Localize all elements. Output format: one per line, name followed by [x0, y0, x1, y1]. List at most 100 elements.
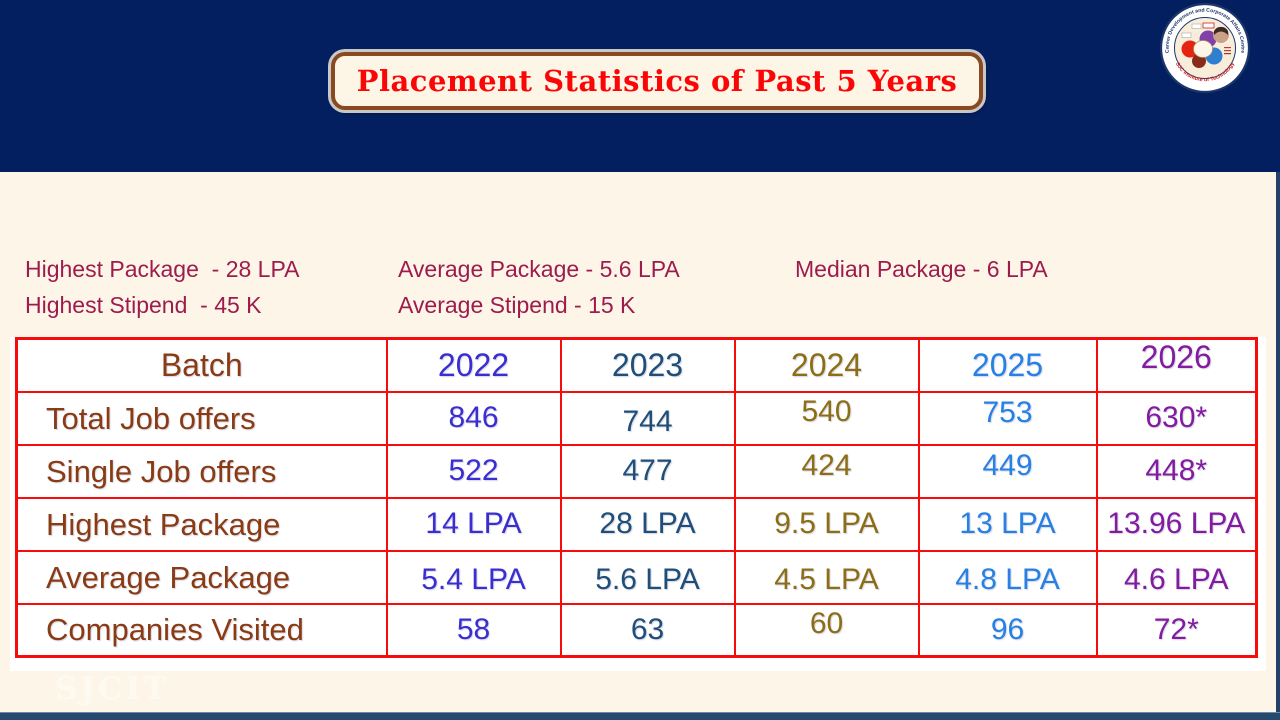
value-cell-r4c2-text: 5.6 LPA — [595, 563, 700, 596]
placement-table-wrap: Batch 2022 2023 2024 2025 2026 Total Job off… — [10, 337, 1266, 671]
value-cell-r1c1: 846 — [385, 390, 562, 446]
stat-median-package: Median Package - 6 LPA — [795, 256, 1048, 282]
logo-box-2 — [1202, 22, 1215, 29]
row-label-4-text: Average Package — [46, 559, 291, 595]
title-banner: Placement Statistics of Past 5 Years — [331, 52, 983, 110]
batch-header-label: Batch — [160, 347, 243, 384]
table-row: Single Job offers 522 477 424 449 448* — [15, 443, 1258, 499]
value-cell-r2c1: 522 — [385, 443, 562, 499]
value-cell-r3c4-text: 13 LPA — [959, 507, 1056, 540]
value-cell-r5c3-text: 60 — [809, 606, 844, 640]
value-cell-r5c5: 72* — [1095, 602, 1258, 658]
placement-table: Batch 2022 2023 2024 2025 2026 Total Job off… — [15, 337, 1258, 658]
page-title: Placement Statistics of Past 5 Years — [356, 64, 958, 98]
value-cell-r2c4: 449 — [917, 443, 1098, 499]
year-header-2023: 2023 — [559, 337, 736, 393]
value-cell-r3c2-text: 28 LPA — [599, 507, 696, 540]
value-cell-r5c4: 96 — [917, 602, 1098, 658]
value-cell-r5c1-text: 58 — [456, 612, 491, 646]
value-cell-r1c4-text: 753 — [982, 396, 1033, 429]
row-label-5-text: Companies Visited — [46, 612, 304, 648]
logo-textline-1 — [1224, 47, 1231, 49]
value-cell-r2c1-text: 522 — [448, 454, 499, 487]
logo-photo-hair — [1214, 26, 1228, 35]
value-cell-r1c5: 630* — [1095, 390, 1258, 446]
value-cell-r1c3: 540 — [733, 390, 920, 446]
table-row: Highest Package 14 LPA 28 LPA 9.5 LPA 13 LPA… — [15, 496, 1258, 552]
right-edge-strip — [1276, 0, 1280, 720]
row-label-4: Average Package — [15, 549, 388, 605]
value-cell-r4c5: 4.6 LPA — [1095, 549, 1258, 605]
stat-highest-package: Highest Package - 28 LPA — [25, 256, 300, 282]
value-cell-r1c2: 744 — [559, 390, 736, 446]
year-header-2026-text: 2026 — [1140, 339, 1212, 376]
value-cell-r2c3: 424 — [733, 443, 920, 499]
value-cell-r5c2: 63 — [559, 602, 736, 658]
logo-red-blob — [1181, 40, 1199, 58]
year-header-2026: 2026 — [1095, 337, 1258, 393]
value-cell-r4c3-text: 4.5 LPA — [774, 563, 879, 596]
header-band: Placement Statistics of Past 5 Years — [0, 0, 1280, 172]
logo-box-3 — [1181, 32, 1192, 38]
value-cell-r2c5: 448* — [1095, 443, 1258, 499]
value-cell-r1c1-text: 846 — [448, 401, 499, 434]
value-cell-r3c4: 13 LPA — [917, 496, 1098, 552]
row-label-3: Highest Package — [15, 496, 388, 552]
value-cell-r4c5-text: 4.6 LPA — [1123, 563, 1229, 596]
table-row: Average Package 5.4 LPA 5.6 LPA 4.5 LPA 4.8 … — [15, 549, 1258, 605]
table-row: Total Job offers 846 744 540 753 630* — [15, 390, 1258, 446]
value-cell-r5c5-text: 72* — [1153, 612, 1199, 646]
value-cell-r5c4-text: 96 — [990, 612, 1025, 646]
value-cell-r4c2: 5.6 LPA — [559, 549, 736, 605]
value-cell-r2c2-text: 477 — [622, 454, 673, 487]
year-header-2022: 2022 — [385, 337, 562, 393]
year-header-2023-text: 2023 — [611, 347, 684, 384]
row-label-1-text: Total Job offers — [46, 400, 256, 436]
bottom-edge-strip — [0, 712, 1280, 720]
year-header-2024-text: 2024 — [790, 347, 863, 384]
table-row: Companies Visited 58 63 60 96 72* — [15, 602, 1258, 658]
batch-header-cell: Batch — [15, 337, 388, 393]
value-cell-r3c5-text: 13.96 LPA — [1107, 507, 1246, 540]
value-cell-r4c3: 4.5 LPA — [733, 549, 920, 605]
value-cell-r2c4-text: 449 — [982, 449, 1033, 482]
logo-center-circle — [1193, 40, 1213, 58]
institute-logo: Career Development and Corporate Affairs… — [1159, 2, 1251, 94]
stat-average-stipend: Average Stipend - 15 K — [398, 292, 636, 318]
year-header-2025: 2025 — [917, 337, 1098, 393]
value-cell-r2c3-text: 424 — [801, 449, 852, 482]
year-header-2022-text: 2022 — [437, 347, 510, 384]
row-label-2: Single Job offers — [15, 443, 388, 499]
value-cell-r3c5: 13.96 LPA — [1095, 496, 1258, 552]
value-cell-r1c2-text: 744 — [622, 405, 673, 438]
logo-box-1 — [1191, 23, 1202, 29]
year-header-2024: 2024 — [733, 337, 920, 393]
value-cell-r3c3: 9.5 LPA — [733, 496, 920, 552]
watermark: SJCIT — [55, 671, 170, 707]
value-cell-r2c2: 477 — [559, 443, 736, 499]
value-cell-r5c3: 60 — [733, 602, 920, 658]
value-cell-r3c3-text: 9.5 LPA — [774, 507, 879, 540]
value-cell-r2c5-text: 448* — [1145, 454, 1208, 487]
stat-highest-stipend: Highest Stipend - 45 K — [25, 292, 262, 318]
value-cell-r1c3-text: 540 — [801, 395, 852, 428]
row-label-2-text: Single Job offers — [46, 453, 277, 489]
row-label-3-text: Highest Package — [46, 506, 281, 542]
value-cell-r5c1: 58 — [385, 602, 562, 658]
value-cell-r4c1: 5.4 LPA — [385, 549, 562, 605]
value-cell-r3c1-text: 14 LPA — [425, 507, 522, 540]
value-cell-r1c4: 753 — [917, 390, 1098, 446]
value-cell-r3c2: 28 LPA — [559, 496, 736, 552]
value-cell-r5c2-text: 63 — [630, 612, 665, 646]
table-header-row: Batch 2022 2023 2024 2025 2026 — [15, 337, 1258, 393]
logo-textline-3 — [1224, 53, 1231, 55]
value-cell-r4c4-text: 4.8 LPA — [955, 563, 1060, 596]
year-header-2025-text: 2025 — [971, 347, 1044, 384]
row-label-5: Companies Visited — [15, 602, 388, 658]
value-cell-r4c4: 4.8 LPA — [917, 549, 1098, 605]
logo-textline-2 — [1224, 50, 1231, 52]
value-cell-r4c1-text: 5.4 LPA — [421, 563, 526, 596]
row-label-1: Total Job offers — [15, 390, 388, 446]
value-cell-r3c1: 14 LPA — [385, 496, 562, 552]
